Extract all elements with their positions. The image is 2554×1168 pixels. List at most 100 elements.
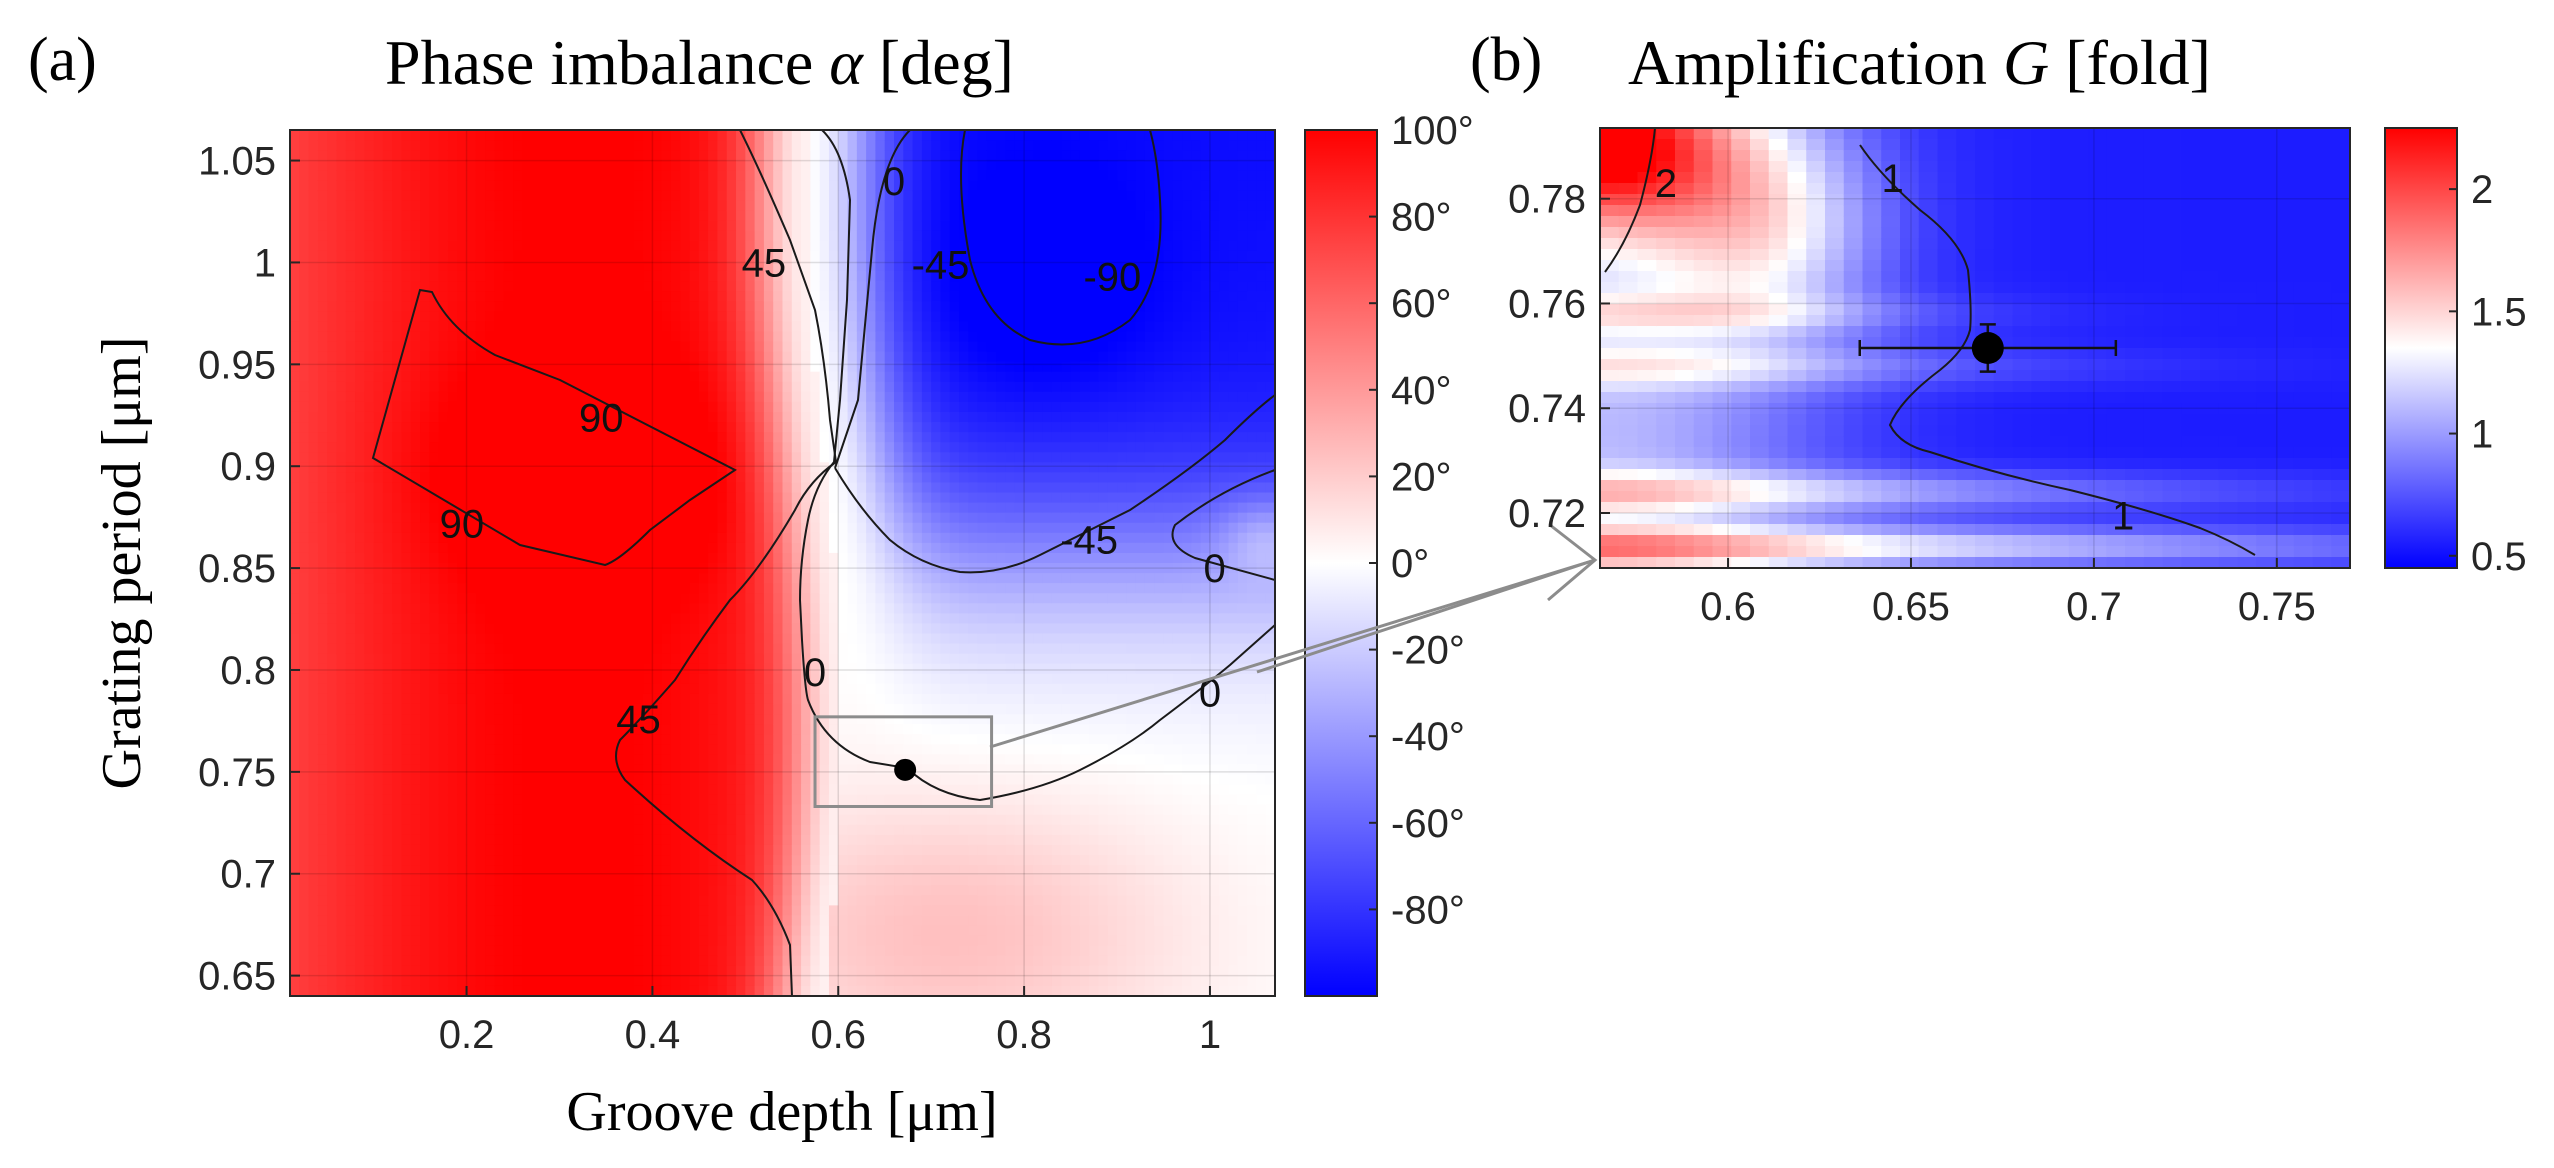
heatmap-cell: [754, 522, 765, 534]
heatmap-cell: [717, 331, 728, 343]
heatmap-cell: [643, 190, 653, 202]
heatmap-cell: [559, 492, 570, 504]
heatmap-cell: [457, 593, 468, 604]
heatmap-cell: [457, 240, 468, 252]
heatmap-cell: [420, 512, 430, 524]
heatmap-cell: [698, 180, 709, 192]
heatmap-cell: [587, 744, 598, 755]
heatmap-cell: [782, 210, 793, 222]
heatmap-cell: [494, 784, 505, 796]
heatmap-cell: [355, 925, 365, 937]
heatmap-cell: [661, 814, 672, 826]
heatmap-cell: [420, 583, 430, 594]
heatmap-cell: [420, 472, 430, 484]
heatmap-cell: [643, 885, 653, 896]
heatmap-cell: [410, 250, 421, 262]
heatmap-cell: [698, 703, 709, 715]
heatmap-cell: [578, 593, 588, 604]
heatmap-cell: [522, 834, 533, 846]
heatmap-cell: [299, 824, 310, 836]
heatmap-cell: [736, 663, 746, 675]
heatmap-cell: [763, 563, 774, 574]
heatmap-cell: [364, 371, 375, 383]
heatmap-cell: [643, 180, 653, 192]
heatmap-cell: [429, 240, 440, 252]
heatmap-cell: [290, 522, 300, 534]
heatmap-cell: [819, 613, 830, 625]
heatmap-cell: [485, 573, 496, 584]
heatmap-cell: [429, 512, 440, 524]
heatmap-cell: [317, 311, 328, 322]
heatmap-cell: [680, 975, 691, 987]
heatmap-cell: [596, 774, 607, 786]
heatmap-cell: [531, 260, 542, 272]
heatmap-cell: [457, 814, 468, 826]
heatmap-cell: [355, 230, 365, 242]
heatmap-cell: [578, 482, 588, 494]
heatmap-cell: [587, 925, 598, 937]
heatmap-cell: [345, 935, 356, 947]
heatmap-cell: [355, 683, 365, 695]
heatmap-cell: [503, 160, 514, 171]
heatmap-cell: [698, 693, 709, 705]
heatmap-cell: [447, 321, 458, 332]
heatmap-cell: [503, 703, 514, 715]
heatmap-cell: [643, 442, 653, 453]
heatmap-cell: [503, 452, 514, 463]
heatmap-cell: [290, 905, 300, 917]
heatmap-cell: [373, 764, 384, 776]
heatmap-cell: [513, 563, 523, 574]
heatmap-cell: [447, 361, 458, 373]
heatmap-cell: [401, 291, 412, 302]
heatmap-cell: [615, 563, 626, 574]
heatmap-cell: [392, 462, 403, 473]
heatmap-cell: [475, 784, 486, 796]
heatmap-cell: [587, 281, 598, 292]
heatmap-cell: [819, 945, 830, 957]
heatmap-cell: [782, 240, 793, 252]
heatmap-cell: [457, 180, 468, 192]
heatmap-cell: [290, 945, 300, 957]
heatmap-cell: [531, 190, 542, 202]
heatmap-cell: [550, 734, 561, 745]
heatmap-cell: [736, 311, 746, 322]
heatmap-cell: [299, 653, 310, 665]
heatmap-cell: [475, 985, 486, 996]
heatmap-cell: [624, 855, 635, 866]
heatmap-cell: [290, 643, 300, 655]
heatmap-cell: [522, 220, 533, 232]
heatmap-cell: [290, 371, 300, 383]
heatmap-cell: [438, 915, 449, 927]
heatmap-cell: [652, 945, 663, 957]
heatmap-cell: [420, 603, 430, 614]
heatmap-cell: [745, 633, 756, 645]
heatmap-cell: [708, 925, 719, 937]
heatmap-cell: [736, 824, 746, 836]
heatmap-cell: [633, 663, 644, 675]
heatmap-cell: [810, 220, 821, 232]
heatmap-cell: [596, 170, 607, 181]
heatmap-cell: [438, 361, 449, 373]
heatmap-cell: [615, 814, 626, 826]
heatmap-cell: [475, 794, 486, 806]
heatmap-cell: [596, 945, 607, 957]
heatmap-cell: [364, 180, 375, 192]
heatmap-cell: [615, 905, 626, 917]
heatmap-cell: [494, 210, 505, 222]
heatmap-cell: [503, 270, 514, 282]
heatmap-cell: [513, 240, 523, 252]
heatmap-cell: [355, 653, 365, 665]
heatmap-cell: [698, 291, 709, 302]
heatmap-cell: [401, 180, 412, 192]
heatmap-cell: [615, 784, 626, 796]
heatmap-cell: [513, 895, 523, 906]
heatmap-cell: [485, 824, 496, 836]
heatmap-cell: [327, 220, 338, 232]
heatmap-cell: [652, 482, 663, 494]
heatmap-cell: [652, 492, 663, 504]
heatmap-cell: [633, 250, 644, 262]
heatmap-cell: [782, 784, 793, 796]
heatmap-cell: [475, 865, 486, 876]
heatmap-cell: [317, 673, 328, 685]
heatmap-cell: [819, 583, 830, 594]
